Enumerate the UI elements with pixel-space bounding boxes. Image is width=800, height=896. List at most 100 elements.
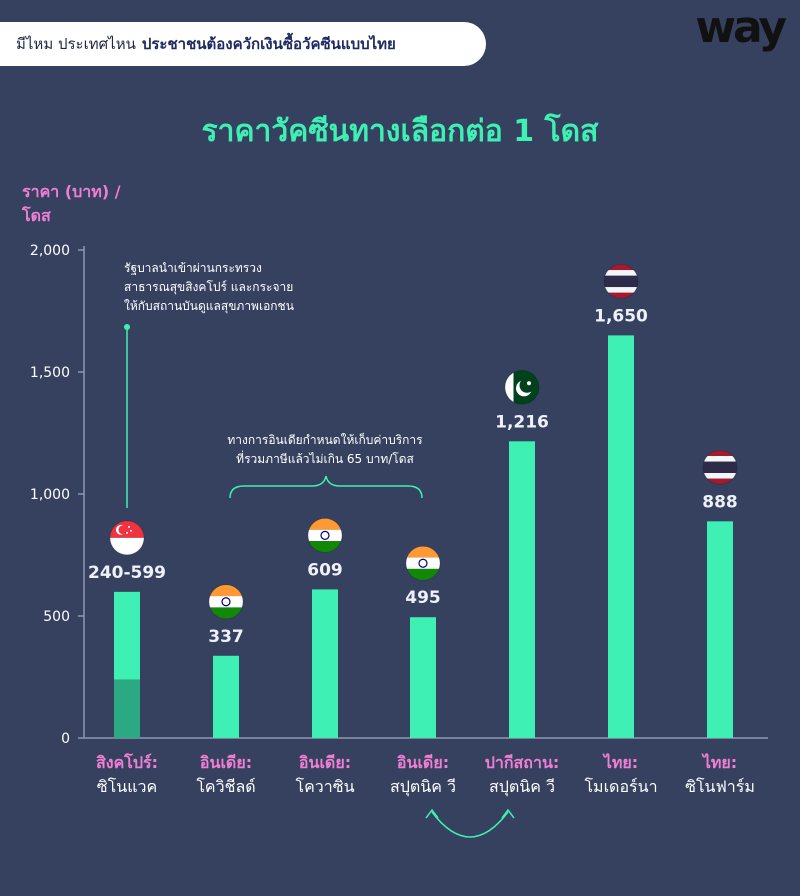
category-vaccine-label: โมเดอร์นา [584,777,657,796]
flag-red-band [703,450,737,456]
flag-outline [405,545,441,581]
data-label: 609 [307,560,343,580]
category-country-label: ไทย: [602,753,638,772]
flag-star [527,381,531,386]
flag-body [110,520,144,555]
way-logo: way [695,2,787,53]
category-vaccine-label: ซิโนฟาร์ม [685,777,755,796]
category-vaccine-label: โควาซิน [295,777,354,796]
flag-crescent-cut [118,525,128,535]
flag-chakra [221,597,231,607]
flag-star [130,529,132,532]
india-annotation: ทางการอินเดียกำหนดให้เก็บค่าบริการ ที่รว… [196,431,454,469]
y-tick-label: 1,500 [30,365,70,381]
flag-star [126,531,128,534]
bar [213,655,239,738]
thailand-flag [702,449,738,485]
category-country-label: ปากีสถาน: [485,753,560,772]
category-vaccine-label: สปุตนิค วี [390,777,456,797]
annotation-pointer-dot [124,324,130,330]
category-country-label: สิงคโปร์: [96,752,158,772]
header-banner: มีไหม ประเทศไหน ประชาชนต้องควักเงินซื้อว… [0,22,486,66]
flag-red-band [604,264,638,271]
india-bracket [229,475,423,499]
flag-blue-band [604,275,638,288]
data-label: 240-599 [88,563,166,583]
y-axis-label: ราคา (บาท) / โดส [22,180,121,228]
category-vaccine-label: โควิชีลด์ [196,777,255,796]
flag-blue-band [703,461,737,473]
flag-saffron-band [209,584,243,597]
flag-red-band [604,292,638,299]
y-axis-label-line2: โดส [22,206,51,225]
y-tick-label: 1,000 [30,487,70,503]
bar-range-low [114,679,140,738]
category-country-label: อินเดีย: [200,753,253,772]
bar [707,521,733,738]
flag-saffron-band [308,518,342,530]
data-label: 495 [405,588,441,608]
flag-body [308,518,342,553]
flag-outline [702,449,738,485]
flag-white-band [308,529,342,542]
y-axis-label-line1: ราคา (บาท) / [22,182,121,201]
bar [410,617,436,738]
singapore-flag [109,520,145,556]
singapore-annotation-line: ให้กับสถานบันดูแลสุขภาพเอกชน [124,299,294,313]
bar [608,335,634,738]
arrow-head-right [501,808,515,819]
thailand-flag [603,263,639,299]
flag-white-band [703,472,737,479]
flag-outline [307,517,343,553]
bar [312,589,338,738]
data-label: 1,650 [594,306,648,326]
flag-white-band [703,455,737,462]
chart-title: ราคาวัคซีนทางเลือกต่อ 1 โดส [201,114,599,149]
data-label: 1,216 [495,412,549,432]
flag-body [209,584,243,619]
flag-green-band [406,568,440,581]
flag-star [128,525,130,528]
singapore-annotation-line: สาธารณสุขสิงคโปร์ และกระจาย [124,280,294,294]
category-vaccine-label: สปุตนิค วี [489,777,555,797]
flag-white-band [209,596,243,608]
category-country-label: อินเดีย: [397,753,450,772]
flag-body [604,264,638,299]
flag-body [703,450,737,485]
flag-outline [208,584,244,620]
category-vaccine-label: ซิโนแวค [97,777,157,796]
category-country-label: ไทย: [701,753,737,772]
flag-outline [504,369,540,405]
arrow-head-left [425,808,439,819]
flag-green-band [209,607,243,619]
flag-saffron-band [406,546,440,558]
header-prefix: มีไหม ประเทศไหน [16,35,136,53]
singapore-annotation-line: รัฐบาลนำเข้าผ่านกระทรวง [124,261,262,275]
flag-body [406,546,440,581]
india-flag [307,517,343,553]
flag-outline [603,263,639,299]
flag-white-band [110,537,144,555]
flag-white-band [505,370,514,405]
flag-white-band [406,557,440,569]
india-flag [405,545,441,581]
flag-outline [109,520,145,556]
y-tick-label: 2,000 [30,243,70,259]
flag-green-band [308,541,342,553]
flag-white-band [604,270,638,276]
india-flag [208,584,244,620]
flag-white-band [604,287,638,293]
header-headline: ประชาชนต้องควักเงินซื้อวัคซีนแบบไทย [141,35,396,53]
data-label: 888 [702,492,738,512]
india-annotation-line: ทางการอินเดียกำหนดให้เก็บค่าบริการ [227,433,423,447]
flag-chakra [320,530,330,541]
bar [509,441,535,738]
singapore-annotation: รัฐบาลนำเข้าผ่านกระทรวง สาธารณสุขสิงคโปร… [124,259,314,316]
comparison-arrow [431,811,509,838]
y-tick-label: 500 [43,609,70,625]
india-annotation-line: ที่รวมภาษีแล้วไม่เกิน 65 บาท/โดส [236,452,414,466]
flag-chakra [418,558,428,568]
data-label: 337 [208,627,244,647]
pakistan-flag [504,369,540,405]
